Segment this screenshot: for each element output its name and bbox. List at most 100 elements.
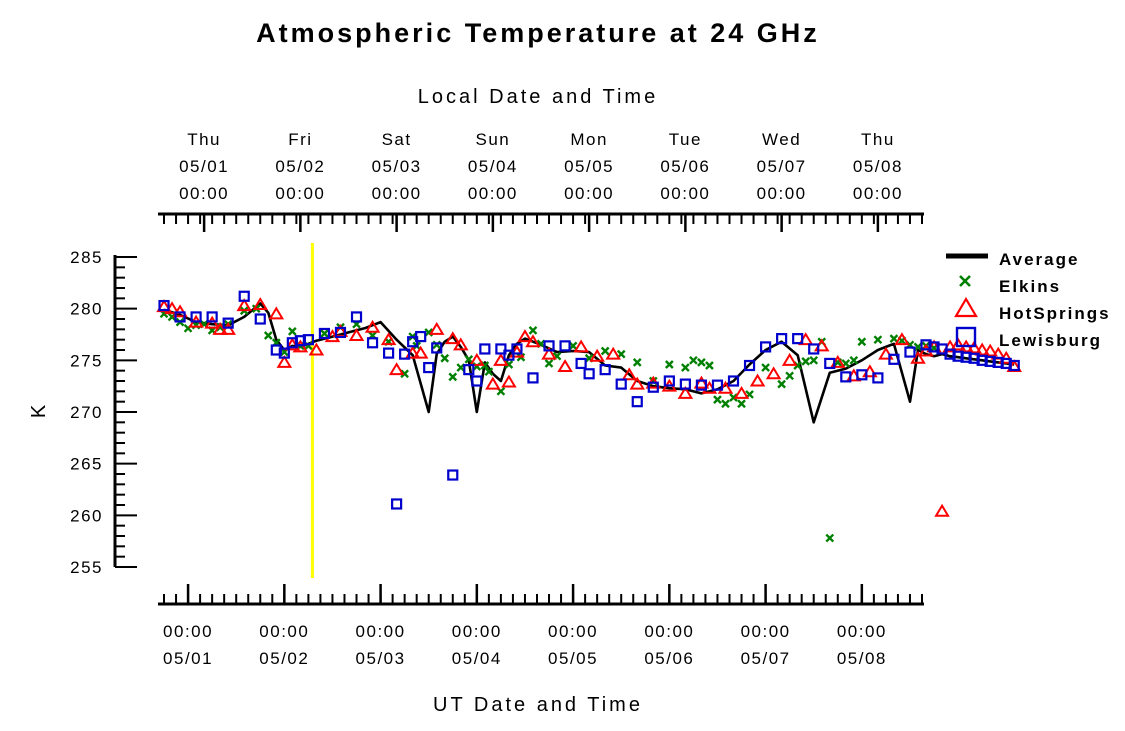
hotsprings-point [412,345,429,359]
top-tick-day: Tue [669,130,702,149]
elkins-point [664,360,674,369]
lewisburg-point [511,343,523,355]
top-tick-time: 00:00 [757,184,807,203]
hotsprings-point [212,321,228,335]
y-tick-label: 255 [70,558,103,577]
lewisburg-point [479,343,491,355]
hotsprings-point [950,337,966,351]
hotsprings-point [172,304,188,318]
elkins-point [464,354,474,364]
elkins-point [448,372,458,382]
elkins-point [287,327,297,336]
lewisburg-point [495,343,507,355]
hotsprings-point [934,503,950,517]
top-tick-time: 00:00 [564,184,614,203]
hotsprings-point [894,332,910,346]
lewisburg-point [350,311,363,323]
lewisburg-point [238,290,250,302]
hotsprings-point [541,346,557,360]
hotsprings-point [677,385,694,399]
hotsprings-point [878,346,894,360]
elkins-point [705,361,714,370]
elkins-point [913,342,923,352]
y-tick-label: 280 [70,300,103,319]
lewisburg-point [415,330,427,343]
bottom-tick-time: 00:00 [163,622,213,641]
elkins-point [857,337,867,347]
top-tick-time: 00:00 [275,184,325,203]
elkins-point [721,399,730,409]
hotsprings-point [629,376,646,390]
hotsprings-point [589,348,605,362]
hotsprings-point [749,373,766,387]
elkins-point [400,369,409,379]
lewisburg-point [575,357,587,370]
legend-label-lewisburg: Lewisburg [999,331,1102,350]
top-tick-day: Sun [475,130,510,149]
legend-elkins-swatch [959,275,971,287]
top-tick-time: 00:00 [179,184,229,203]
series-average [163,302,1015,424]
lewisburg-point [599,364,611,376]
top-tick-date: 05/02 [275,157,325,176]
hotsprings-point [573,339,589,353]
bottom-axis-minor-ticks [163,594,923,604]
lewisburg-point [559,340,571,352]
legend: Average Elkins HotSprings Lewisburg [946,250,1109,350]
lewisburg-point [543,340,555,352]
hotsprings-point [765,366,782,380]
lewisburg-point [174,311,186,323]
elkins-point [873,335,883,345]
lewisburg-point [158,299,170,312]
series-hotsprings [156,297,1023,517]
hotsprings-point [252,297,269,311]
top-axis-minor-ticks [163,214,923,224]
bottom-tick-date: 05/05 [548,649,598,668]
lewisburg-point [1008,359,1020,372]
hotsprings-point [268,306,285,320]
elkins-point [456,363,466,372]
lewisburg-point [727,375,740,387]
lewisburg-point [840,371,852,383]
hotsprings-point [605,346,621,360]
lewisburg-point [463,364,475,376]
series-lewisburg [158,290,1020,510]
elkins-point [504,360,514,369]
lewisburg-point [759,341,772,353]
elkins-point [809,355,819,365]
hotsprings-point [445,331,461,345]
elkins-point [729,393,738,402]
hotsprings-point [380,332,397,346]
lewisburg-point [302,334,314,346]
bottom-tick-time: 00:00 [259,622,309,641]
lewisburg-point [399,348,411,360]
lewisburg-point [872,372,884,384]
top-tick-date: 05/04 [468,157,518,176]
elkins-point [320,329,329,338]
elkins-point [484,367,494,377]
hotsprings-point [733,385,750,399]
legend-label-elkins: Elkins [999,277,1061,296]
lewisburg-point [743,359,756,372]
hotsprings-point [910,350,926,364]
hotsprings-point [364,319,381,333]
y-axis-ticks: 255 260 265 270 275 280 285 [70,248,137,577]
legend-label-average: Average [999,250,1079,269]
top-tick-date: 05/06 [660,157,710,176]
lewisburg-point [190,311,202,323]
elkins-point [825,533,835,543]
top-tick-time: 00:00 [468,184,518,203]
lewisburg-point [527,372,539,384]
y-tick-label: 275 [70,351,103,370]
top-axis-title: Local Date and Time [418,86,658,108]
bottom-tick-time: 00:00 [741,622,791,641]
lewisburg-point [206,311,218,323]
hotsprings-point [236,298,252,312]
bottom-tick-time: 00:00 [644,622,694,641]
top-tick-date: 05/03 [372,157,422,176]
elkins-point [785,371,795,381]
top-tick-date: 05/05 [564,157,614,176]
hotsprings-point [621,367,637,381]
bottom-tick-time: 00:00 [452,622,502,641]
elkins-point [737,399,746,409]
